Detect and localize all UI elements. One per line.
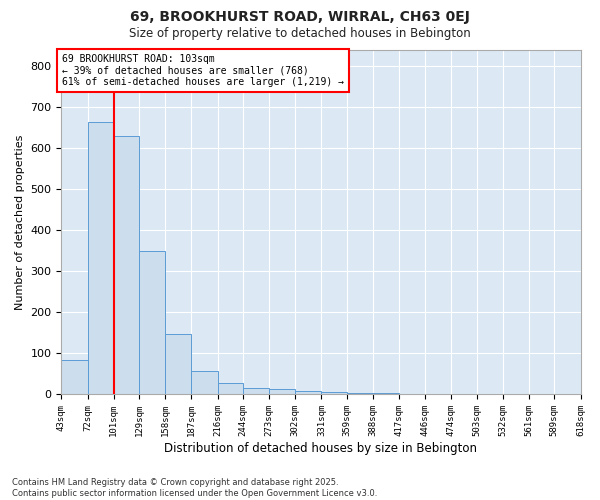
Bar xyxy=(243,388,269,394)
Bar xyxy=(347,393,373,394)
Bar xyxy=(295,391,322,394)
Bar xyxy=(165,334,191,394)
Bar xyxy=(61,360,88,394)
Text: Size of property relative to detached houses in Bebington: Size of property relative to detached ho… xyxy=(129,28,471,40)
Text: 69, BROOKHURST ROAD, WIRRAL, CH63 0EJ: 69, BROOKHURST ROAD, WIRRAL, CH63 0EJ xyxy=(130,10,470,24)
Bar xyxy=(218,384,243,394)
X-axis label: Distribution of detached houses by size in Bebington: Distribution of detached houses by size … xyxy=(164,442,478,455)
Bar xyxy=(88,122,114,394)
Y-axis label: Number of detached properties: Number of detached properties xyxy=(15,134,25,310)
Bar xyxy=(139,251,165,394)
Text: Contains HM Land Registry data © Crown copyright and database right 2025.
Contai: Contains HM Land Registry data © Crown c… xyxy=(12,478,377,498)
Bar xyxy=(114,136,139,394)
Bar xyxy=(322,392,347,394)
Bar xyxy=(191,370,218,394)
Bar xyxy=(269,388,295,394)
Text: 69 BROOKHURST ROAD: 103sqm
← 39% of detached houses are smaller (768)
61% of sem: 69 BROOKHURST ROAD: 103sqm ← 39% of deta… xyxy=(62,54,344,88)
Bar xyxy=(373,393,399,394)
